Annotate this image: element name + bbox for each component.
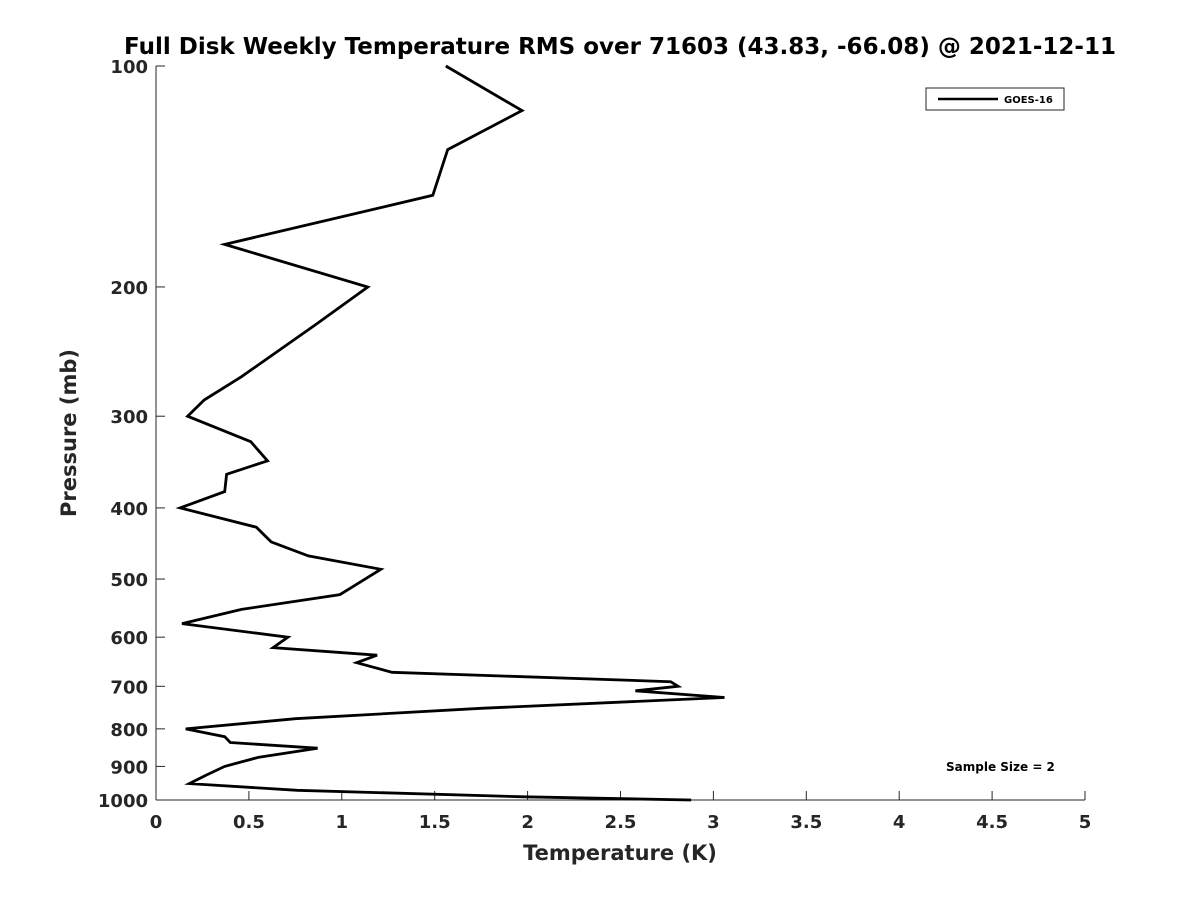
x-axis-ticks: 0 0.5 1 1.5 2 2.5 3 3.5 4 4.5 5 [150, 791, 1092, 833]
y-tick-label: 1000 [98, 791, 148, 812]
x-tick-label: 5 [1079, 812, 1092, 833]
x-tick-label: 2 [521, 812, 534, 833]
x-tick-label: 3.5 [790, 812, 822, 833]
y-axis-label: Pressure (mb) [57, 349, 81, 517]
x-tick-label: 0 [150, 812, 163, 833]
x-tick-label: 1.5 [419, 812, 451, 833]
legend: GOES-16 [925, 87, 1065, 111]
y-tick-label: 300 [110, 407, 148, 428]
y-tick-label: 400 [110, 499, 148, 520]
x-tick-label: 4.5 [976, 812, 1008, 833]
y-tick-label: 500 [110, 570, 148, 591]
y-tick-label: 100 [110, 57, 148, 78]
chart-title: Full Disk Weekly Temperature RMS over 71… [124, 34, 1116, 60]
sample-size-annotation: Sample Size = 2 [946, 760, 1055, 774]
y-tick-label: 700 [110, 677, 148, 698]
y-axis-ticks: 100 200 300 400 500 600 700 800 900 1000 [98, 57, 165, 812]
series-layer [175, 64, 725, 802]
x-tick-label: 0.5 [233, 812, 265, 833]
y-tick-label: 800 [110, 720, 148, 741]
y-tick-label: 200 [110, 278, 148, 299]
x-tick-label: 2.5 [605, 812, 637, 833]
legend-label-goes16: GOES-16 [1004, 95, 1053, 106]
y-tick-label: 900 [110, 757, 148, 778]
x-tick-label: 1 [336, 812, 349, 833]
x-tick-label: 3 [707, 812, 720, 833]
x-axis-label: Temperature (K) [523, 841, 717, 865]
x-tick-label: 4 [893, 812, 906, 833]
series-line-goes-16 [175, 64, 725, 802]
y-tick-label: 600 [110, 628, 148, 649]
